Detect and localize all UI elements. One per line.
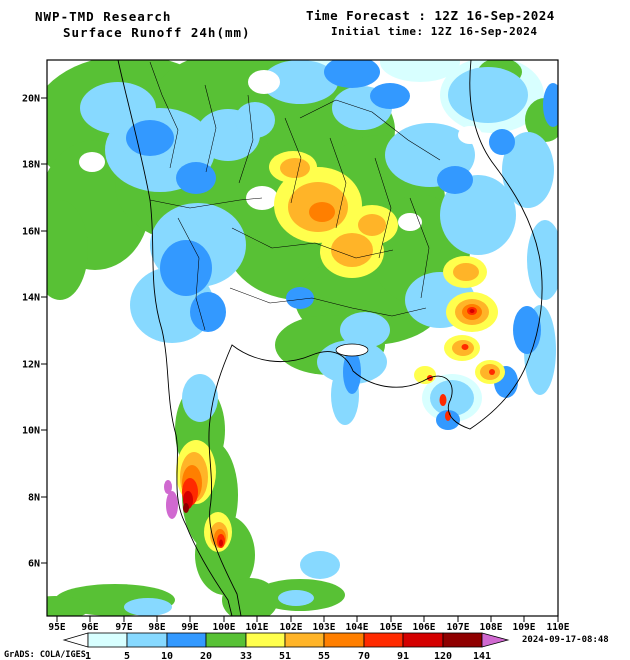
legend-value: 70 (358, 651, 370, 660)
legend-box (205, 632, 247, 648)
lon-axis: 95E 96E 97E 98E 99E 100E 101E 102E 103E … (48, 616, 570, 633)
lat-label: 18N (22, 160, 40, 171)
initial-time-label: Initial time: 12Z 16-Sep-2024 (331, 25, 538, 38)
colorbar: 1 5 10 20 33 51 55 70 91 120 141 (62, 632, 510, 660)
lat-axis: 20N 18N 16N 14N 12N 10N 8N 6N (22, 94, 47, 570)
legend-box (126, 632, 168, 648)
colorbar-arrow-low (62, 632, 89, 648)
legend-box (284, 632, 325, 648)
legend-value: 51 (279, 651, 291, 660)
lon-label: 105E (380, 622, 403, 633)
lon-label: 99E (181, 622, 198, 633)
lon-label: 102E (280, 622, 303, 633)
plot-frame (46, 59, 559, 617)
legend-value: 1 (85, 651, 91, 660)
legend-box (87, 632, 128, 648)
lat-label: 6N (28, 559, 40, 570)
lon-label: 95E (48, 622, 65, 633)
lon-label: 101E (246, 622, 269, 633)
lon-label: 110E (547, 622, 570, 633)
forecast-time-label: Time Forecast : 12Z 16-Sep-2024 (306, 8, 555, 23)
lat-label: 8N (28, 493, 40, 504)
legend-box (166, 632, 207, 648)
lat-label: 12N (22, 360, 40, 371)
colorbar-arrow-high (481, 632, 510, 648)
runoff-field (47, 60, 558, 616)
legend-box (323, 632, 365, 648)
coastlines (117, 60, 543, 616)
lat-label: 10N (22, 426, 40, 437)
legend-value: 91 (397, 651, 409, 660)
legend-value: 10 (161, 651, 173, 660)
legend-value: 33 (240, 651, 252, 660)
lon-label: 100E (213, 622, 236, 633)
legend-box (442, 632, 483, 648)
lon-label: 96E (81, 622, 98, 633)
legend-value: 120 (434, 651, 452, 660)
lon-label: 103E (313, 622, 336, 633)
grads-credit: GrADS: COLA/IGES (4, 650, 86, 660)
legend-box (402, 632, 444, 648)
legend-value: 20 (200, 651, 212, 660)
legend-value: 55 (318, 651, 330, 660)
generated-timestamp: 2024-09-17-08:48 (522, 635, 609, 645)
legend-box (245, 632, 286, 648)
lat-label: 16N (22, 227, 40, 238)
lon-label: 104E (346, 622, 369, 633)
legend-value: 5 (124, 651, 130, 660)
runoff-blobs (47, 60, 558, 616)
lon-label: 106E (413, 622, 436, 633)
lon-label: 98E (148, 622, 165, 633)
lon-label: 107E (447, 622, 470, 633)
lon-label: 109E (513, 622, 536, 633)
lon-label: 108E (480, 622, 503, 633)
lon-label: 97E (115, 622, 132, 633)
app-title: NWP-TMD Research (35, 9, 171, 24)
lat-label: 14N (22, 293, 40, 304)
legend-box (363, 632, 404, 648)
product-title: Surface Runoff 24h(mm) (63, 25, 251, 40)
legend-value: 141 (473, 651, 491, 660)
lat-label: 20N (22, 94, 40, 105)
